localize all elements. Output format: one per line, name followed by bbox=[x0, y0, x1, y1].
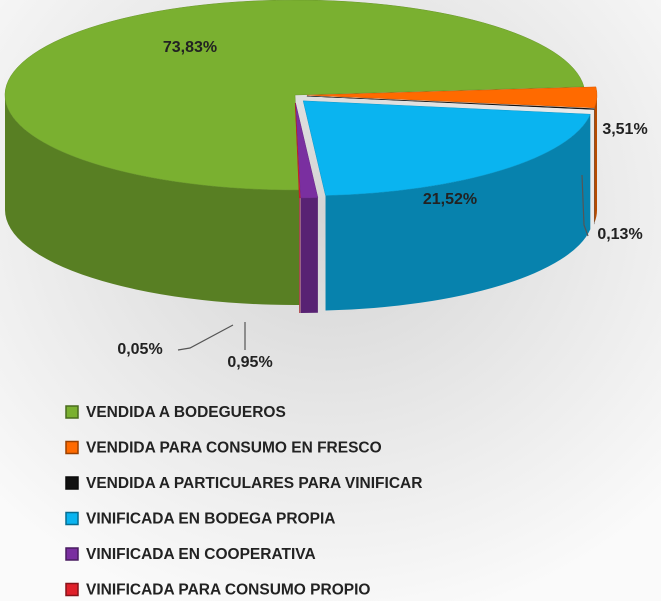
data-label: 21,52% bbox=[423, 191, 477, 208]
slice-side bbox=[299, 198, 300, 313]
legend-label: VENDIDA PARA CONSUMO EN FRESCO bbox=[86, 440, 382, 457]
data-label: 73,83% bbox=[163, 39, 217, 56]
legend-swatch bbox=[66, 548, 78, 560]
data-label: 3,51% bbox=[602, 121, 647, 138]
legend-swatch bbox=[66, 442, 78, 454]
legend-label: VENDIDA A BODEGUEROS bbox=[86, 404, 286, 421]
legend-label: VINIFICADA EN BODEGA PROPIA bbox=[86, 511, 335, 528]
legend-label: VINIFICADA PARA CONSUMO PROPIO bbox=[86, 582, 370, 599]
data-label: 0,13% bbox=[597, 226, 642, 243]
data-label: 0,95% bbox=[227, 354, 272, 371]
legend-swatch bbox=[66, 406, 78, 418]
data-label: 0,05% bbox=[117, 341, 162, 358]
legend-label: VENDIDA A PARTICULARES PARA VINIFICAR bbox=[86, 475, 422, 492]
legend-swatch bbox=[66, 584, 78, 596]
legend-swatch bbox=[66, 513, 78, 525]
legend-swatch bbox=[66, 477, 78, 489]
legend-label: VINIFICADA EN COOPERATIVA bbox=[86, 546, 316, 563]
slice-side bbox=[594, 95, 597, 223]
slice-side bbox=[301, 198, 318, 313]
